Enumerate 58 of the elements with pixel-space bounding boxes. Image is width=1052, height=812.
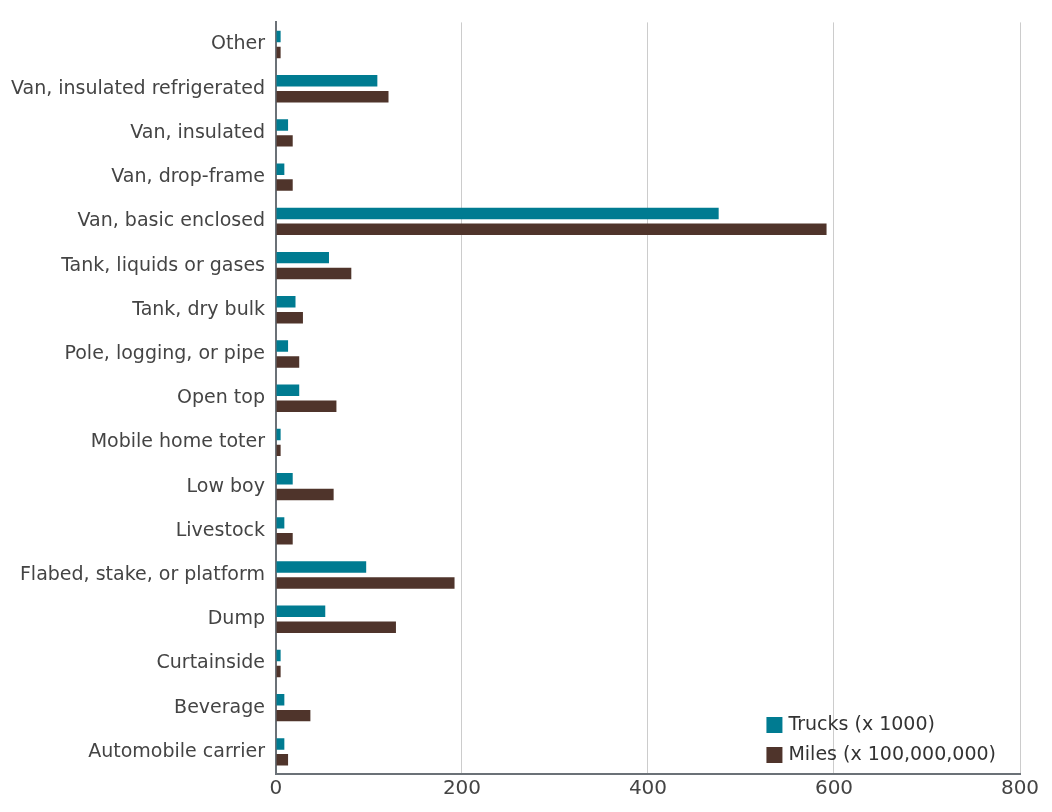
bar	[276, 533, 293, 545]
bar	[276, 179, 293, 191]
y-tick-label: Tank, liquids or gases	[60, 252, 265, 275]
y-tick-label: Mobile home toter	[90, 429, 266, 452]
x-tick-label: 0	[269, 775, 283, 800]
bar	[276, 163, 285, 175]
bar	[276, 30, 281, 43]
y-tick-label: Other	[211, 31, 266, 54]
y-tick-label: Flabed, stake, or platform	[19, 561, 265, 584]
bar	[276, 90, 389, 103]
bar	[276, 444, 281, 457]
x-tick-label: 600	[814, 775, 854, 800]
y-tick-label: Livestock	[175, 517, 265, 540]
bar	[276, 561, 367, 573]
bar	[276, 135, 293, 147]
bar	[276, 738, 285, 750]
bar	[276, 428, 281, 441]
legend-label: Miles (x 100,000,000)	[788, 741, 996, 764]
bar	[276, 296, 296, 308]
y-tick-label: Pole, logging, or pipe	[64, 340, 265, 363]
bar	[276, 517, 285, 529]
bar	[276, 665, 281, 678]
y-tick-label: Automobile carrier	[88, 738, 266, 761]
bar	[276, 384, 300, 396]
bar	[276, 46, 281, 59]
x-tick-label: 200	[442, 775, 482, 800]
bar	[276, 267, 352, 280]
y-tick-label: Curtainside	[156, 650, 265, 673]
y-tick-label: Van, insulated	[130, 119, 265, 142]
x-tick-label: 400	[628, 775, 668, 800]
bar	[276, 649, 281, 662]
bar	[276, 709, 311, 722]
bar	[276, 621, 396, 633]
y-tick-label: Dump	[207, 606, 265, 629]
bar	[276, 207, 719, 220]
y-tick-label: Open top	[177, 385, 265, 408]
legend-label: Trucks (x 1000)	[787, 711, 935, 734]
bar	[276, 754, 289, 766]
bar	[276, 472, 293, 485]
bar	[276, 400, 337, 412]
bar	[276, 119, 289, 131]
bar	[276, 75, 378, 87]
y-tick-label: Low boy	[186, 473, 265, 496]
bar	[276, 223, 827, 236]
y-tick-label: Van, insulated refrigerated	[10, 75, 265, 98]
bar	[276, 340, 289, 352]
bar	[276, 693, 285, 706]
bar	[276, 577, 455, 589]
y-tick-label: Van, drop-frame	[111, 164, 265, 187]
bar	[276, 605, 326, 618]
bar	[276, 251, 329, 264]
y-tick-label: Beverage	[174, 694, 265, 717]
bar	[276, 356, 300, 368]
y-tick-label: Van, basic enclosed	[77, 208, 265, 231]
x-tick-label: 800	[1000, 775, 1040, 800]
bar	[276, 312, 303, 324]
bar	[276, 488, 334, 501]
y-tick-label: Tank, dry bulk	[131, 296, 265, 319]
